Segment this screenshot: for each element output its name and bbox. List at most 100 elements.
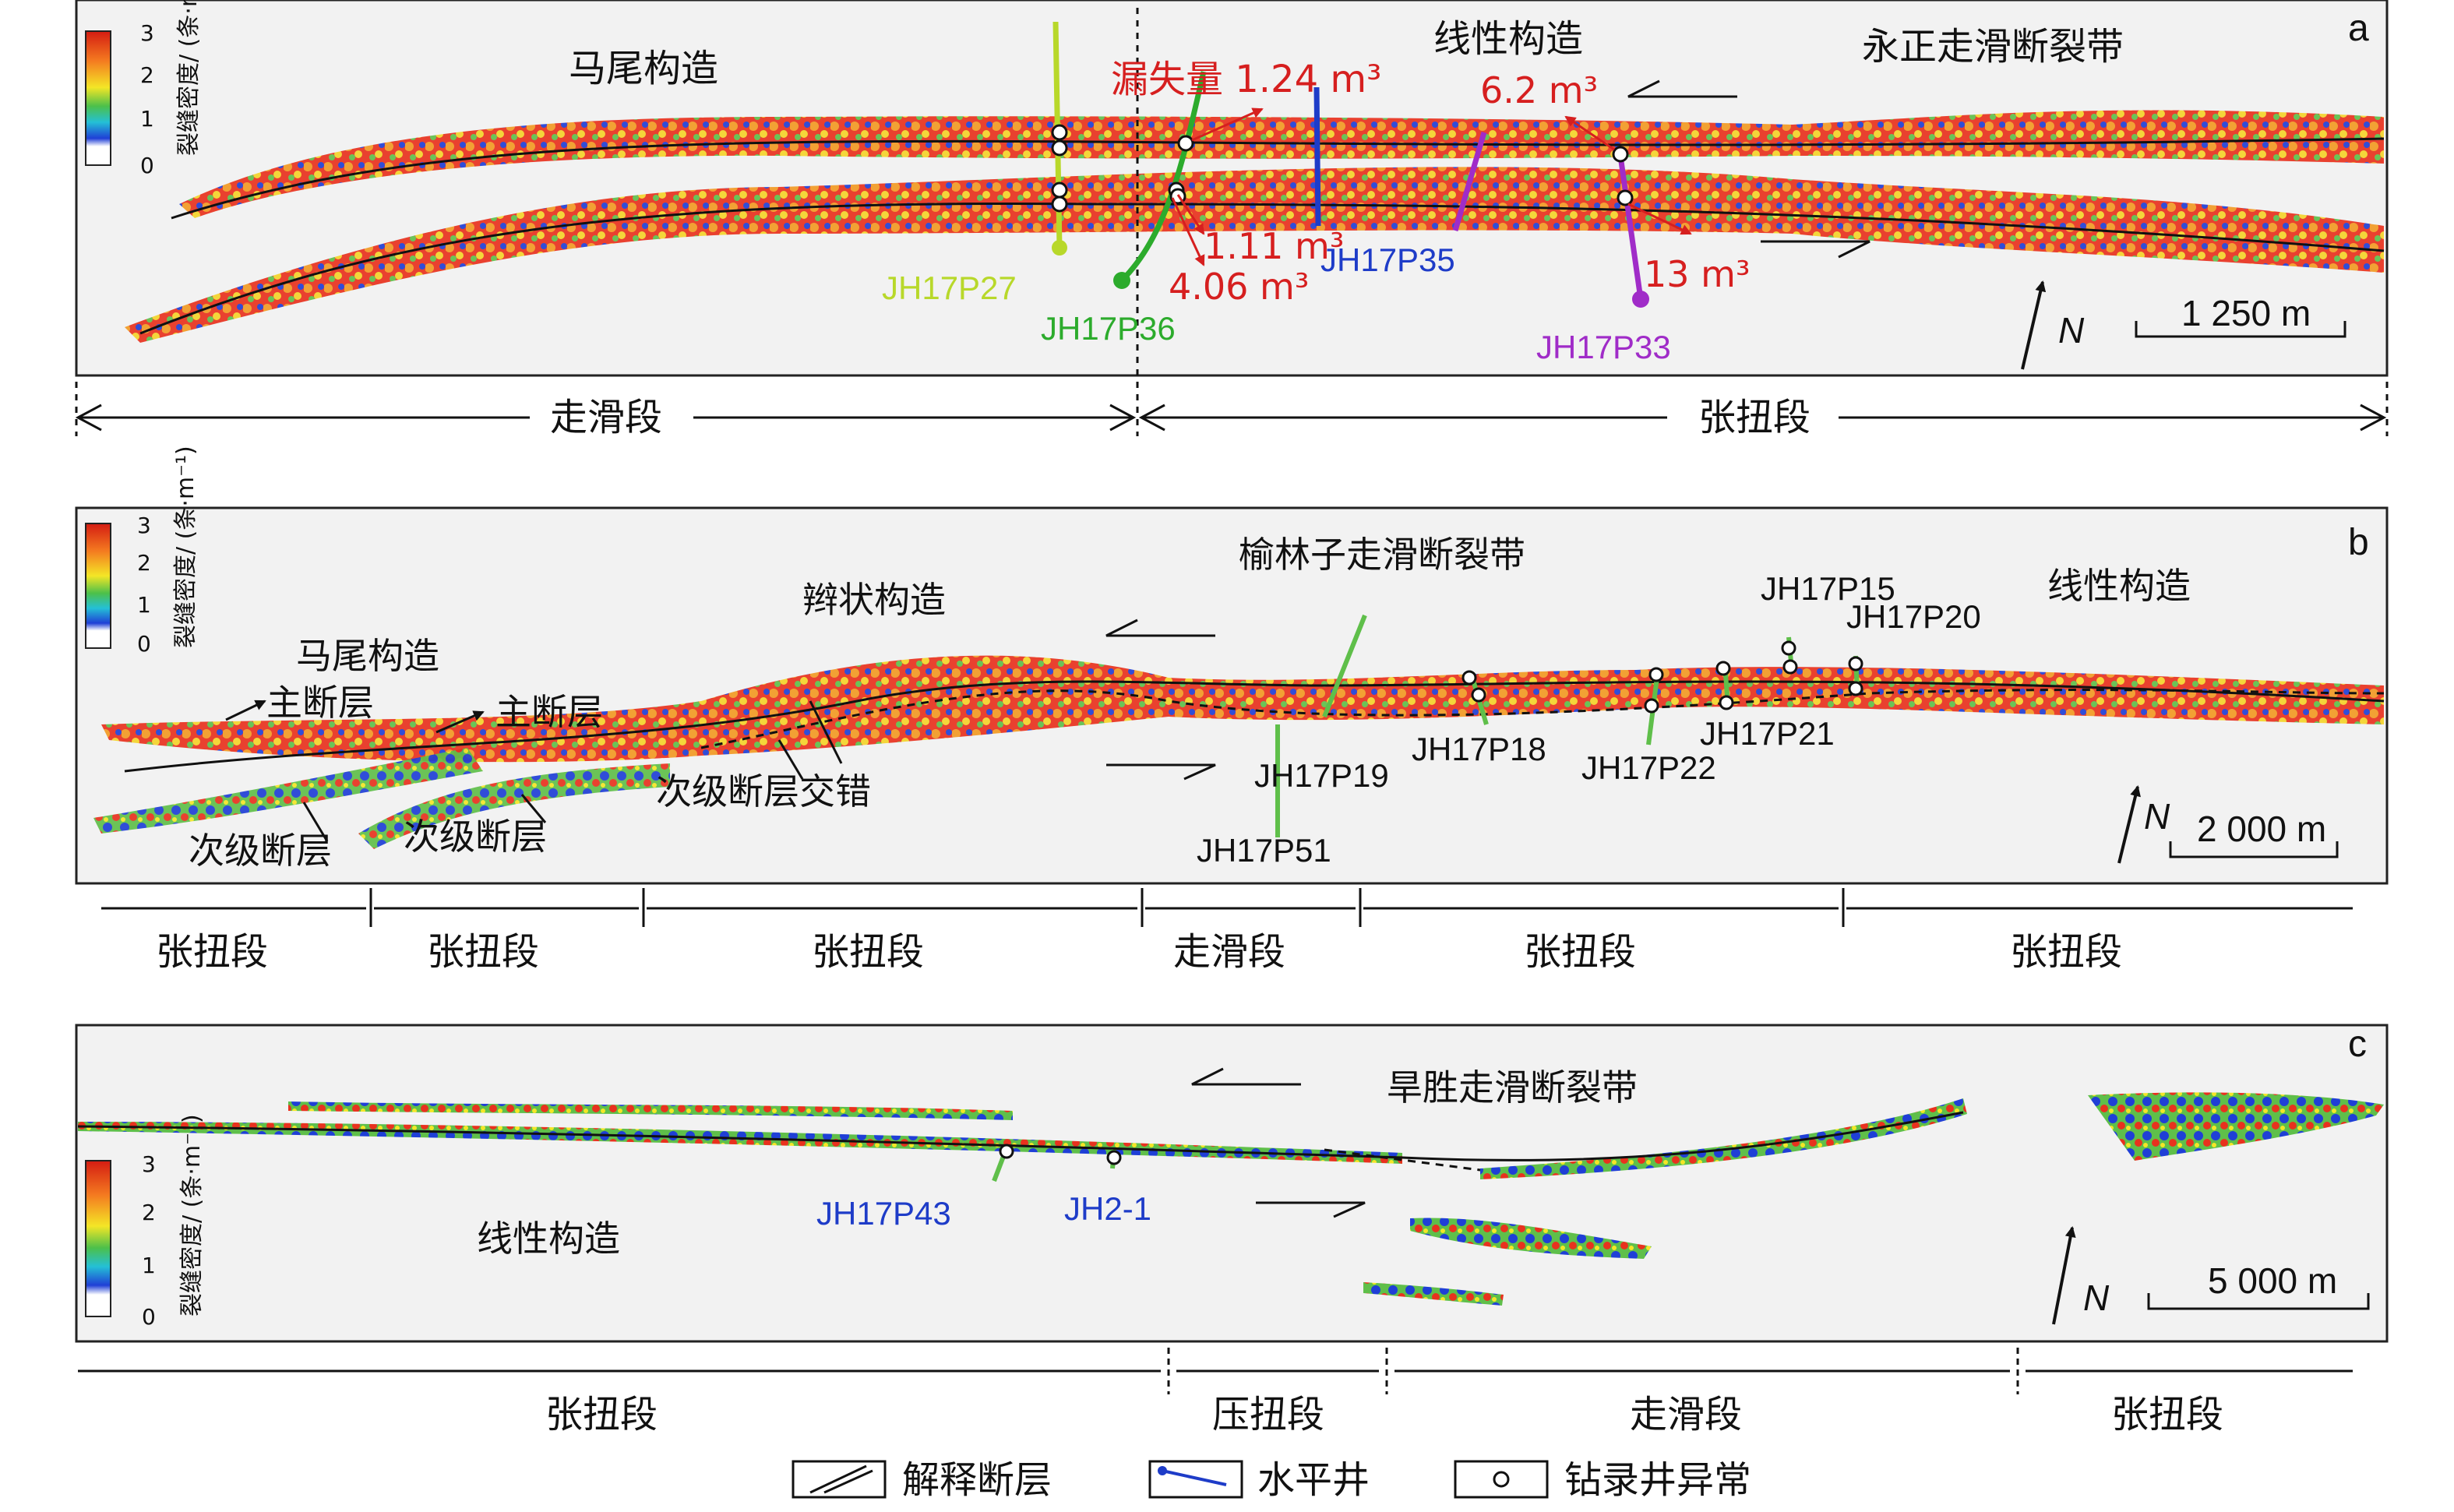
interpreted-fault-line <box>139 202 2385 335</box>
well-head <box>1632 291 1649 308</box>
segment-label: 张扭段 <box>2010 930 2122 974</box>
annotation-arrow <box>520 794 547 823</box>
fault-label: 次级断层交错 <box>656 770 871 812</box>
segment-label: 张扭段 <box>2111 1393 2223 1436</box>
drilling-anomaly-marker <box>1051 139 1068 157</box>
fault-label: 次级断层 <box>189 830 332 872</box>
scale-bar <box>2147 1293 2370 1310</box>
well-head <box>1052 240 1067 256</box>
fracture-band-upper <box>179 110 2384 218</box>
legend-horizontal-well: 水平井 <box>1148 1458 1370 1502</box>
north-arrow <box>2021 280 2047 370</box>
cbar-tick-3: 3 <box>140 20 154 46</box>
scale-bar <box>2135 321 2346 338</box>
scale-label: 2 000 m <box>2197 809 2326 849</box>
drilling-anomaly-marker <box>1106 1150 1122 1165</box>
fracture-band-lower <box>125 167 2384 343</box>
well-label: JH17P43 <box>816 1195 951 1232</box>
cbar-tick-1: 1 <box>140 106 154 132</box>
drilling-anomaly-marker <box>1715 661 1731 676</box>
drilling-anomaly-marker <box>1781 640 1796 656</box>
structure-label: 线性构造 <box>1433 17 1583 61</box>
legend: 解释断层 水平井 钻录井异常 <box>792 1458 1751 1502</box>
loss-value: 6.2 m³ <box>1480 69 1598 111</box>
cbar-tick-2: 2 <box>140 62 154 88</box>
loss-arrow <box>1191 107 1264 142</box>
segment-label: 走滑段 <box>550 396 662 439</box>
north-label: N <box>2144 796 2170 837</box>
shear-sense-arrow <box>1106 763 1216 781</box>
fault-label: 次级断层 <box>404 816 547 858</box>
structure-label: 马尾构造 <box>296 635 439 677</box>
cbar-tick-0: 0 <box>142 1304 156 1330</box>
well-label: JH17P20 <box>1846 598 1981 635</box>
segment-label: 走滑段 <box>1630 1393 1742 1436</box>
scale-bar <box>2169 841 2339 858</box>
drilling-anomaly-marker <box>1051 182 1068 199</box>
well-label: JH17P33 <box>1536 329 1671 365</box>
drilling-anomaly-marker <box>1617 189 1634 206</box>
shear-sense-arrow <box>1191 1067 1301 1086</box>
loss-arrow <box>1564 115 1615 151</box>
well-label: JH2-1 <box>1064 1190 1151 1227</box>
segment-label: 张扭段 <box>812 930 924 974</box>
interpreted-fault-line <box>77 1111 1964 1161</box>
fracture-band <box>1363 1282 1504 1306</box>
fracture-band <box>288 1101 1013 1120</box>
drilling-anomaly-marker <box>1782 659 1798 675</box>
cbar-title: 裂缝密度/ (条·m⁻¹) <box>172 446 199 648</box>
interpreted-fault-line <box>700 689 2385 749</box>
shear-sense-arrow <box>1105 619 1215 637</box>
north-arrow <box>2052 1226 2076 1325</box>
interpreted-fault-line <box>171 137 2385 220</box>
structure-label: 旱胜走滑断裂带 <box>1387 1066 1638 1108</box>
legend-label: 水平井 <box>1257 1458 1370 1502</box>
well-label: JH17P22 <box>1581 749 1716 786</box>
drilling-anomaly-marker <box>1848 656 1863 671</box>
loss-value: 13 m³ <box>1644 253 1750 295</box>
well-label: JH17P18 <box>1412 731 1546 767</box>
fracture-band-secondary <box>93 748 483 834</box>
horizontal-well-line <box>1617 155 1644 300</box>
drilling-anomaly-marker <box>1177 135 1194 152</box>
structure-label: 线性构造 <box>2047 565 2191 607</box>
fracture-band <box>2088 1092 2384 1161</box>
drilling-anomaly-marker <box>1471 687 1486 703</box>
north-label: N <box>2083 1278 2110 1318</box>
fracture-band <box>1410 1218 1652 1259</box>
north-label: N <box>2058 310 2085 351</box>
cbar-tick-2: 2 <box>137 550 151 576</box>
legend-label: 解释断层 <box>902 1458 1052 1502</box>
segment-label: 张扭段 <box>427 930 539 974</box>
panel-b: 3 2 1 0 裂缝密度/ (条·m⁻¹) <box>75 446 2389 974</box>
well-label: JH17P51 <box>1197 832 1331 869</box>
structure-label: 榆林子走滑断裂带 <box>1239 534 1525 576</box>
well-head <box>1113 272 1130 289</box>
well-label: JH17P36 <box>1041 310 1176 347</box>
loss-title: 漏失量 1.24 m³ <box>1111 58 1381 101</box>
drilling-anomaly-marker <box>1848 681 1863 696</box>
north-arrow <box>2117 785 2141 864</box>
drilling-anomaly-marker <box>1644 698 1659 714</box>
scale-label: 5 000 m <box>2208 1260 2337 1301</box>
cbar-tick-1: 1 <box>142 1253 156 1278</box>
cbar-tick-3: 3 <box>142 1151 156 1177</box>
horizontal-well-line <box>1313 86 1321 227</box>
annotation-arrow <box>302 802 329 842</box>
panel-letter: a <box>2348 8 2369 49</box>
panel-letter: c <box>2348 1024 2367 1065</box>
drilling-anomaly-marker <box>1612 146 1629 163</box>
loss-arrow <box>1627 203 1692 235</box>
cbar-tick-0: 0 <box>140 153 154 178</box>
segment-label: 张扭段 <box>156 930 268 974</box>
annotation-arrow <box>777 739 804 780</box>
cbar-title: 裂缝密度/ (条·m⁻¹) <box>175 0 203 156</box>
drilling-anomaly-marker <box>1051 196 1068 213</box>
drilling-anomaly-marker <box>999 1144 1014 1159</box>
shear-sense-arrow <box>1256 1201 1366 1218</box>
panel-c: 3 2 1 0 裂缝密度/ (条·m⁻¹) 旱胜走滑断裂带 线性构造 JH17P… <box>75 1024 2389 1436</box>
scale-label: 1 250 m <box>2181 293 2311 333</box>
segment-label: 张扭段 <box>1698 396 1811 439</box>
annotation-arrow <box>225 700 266 721</box>
legend-fault: 解释断层 <box>792 1458 1052 1502</box>
